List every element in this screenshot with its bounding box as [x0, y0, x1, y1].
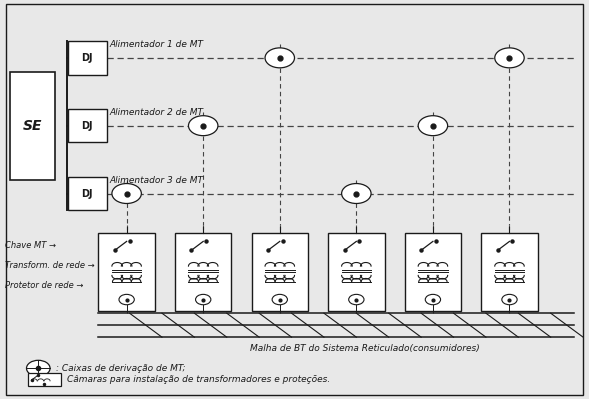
Circle shape	[349, 294, 364, 305]
Text: Alimentador 2 de MT: Alimentador 2 de MT	[110, 108, 204, 117]
Bar	[481, 233, 538, 311]
Circle shape	[495, 48, 524, 68]
Bar	[68, 177, 107, 210]
Circle shape	[188, 116, 218, 136]
Text: : Caixas de derivação de MT;: : Caixas de derivação de MT;	[56, 364, 186, 373]
Circle shape	[119, 294, 134, 305]
Bar	[10, 72, 55, 180]
Circle shape	[418, 116, 448, 136]
Circle shape	[265, 48, 294, 68]
Bar	[252, 233, 308, 311]
Text: Câmaras para instalação de transformadores e proteções.: Câmaras para instalação de transformador…	[67, 375, 330, 384]
Text: Alimentador 1 de MT: Alimentador 1 de MT	[110, 40, 204, 49]
Circle shape	[272, 294, 287, 305]
Text: Malha de BT do Sistema Reticulado(consumidores): Malha de BT do Sistema Reticulado(consum…	[250, 344, 480, 353]
Circle shape	[342, 184, 371, 203]
Text: DJ: DJ	[81, 53, 93, 63]
Bar	[68, 41, 107, 75]
Bar	[68, 109, 107, 142]
Circle shape	[112, 184, 141, 203]
Text: SE: SE	[22, 119, 42, 133]
Circle shape	[502, 294, 517, 305]
Bar	[328, 233, 385, 311]
Text: DJ: DJ	[81, 188, 93, 199]
Text: Transform. de rede →: Transform. de rede →	[5, 261, 94, 270]
Bar	[175, 233, 231, 311]
Bar	[28, 373, 61, 386]
Circle shape	[27, 360, 50, 376]
Text: Protetor de rede →: Protetor de rede →	[5, 281, 83, 290]
Text: Chave MT →: Chave MT →	[5, 241, 56, 250]
Bar	[405, 233, 461, 311]
Bar	[98, 233, 155, 311]
Circle shape	[196, 294, 211, 305]
Circle shape	[425, 294, 441, 305]
Text: Alimentador 3 de MT: Alimentador 3 de MT	[110, 176, 204, 185]
Text: DJ: DJ	[81, 120, 93, 131]
